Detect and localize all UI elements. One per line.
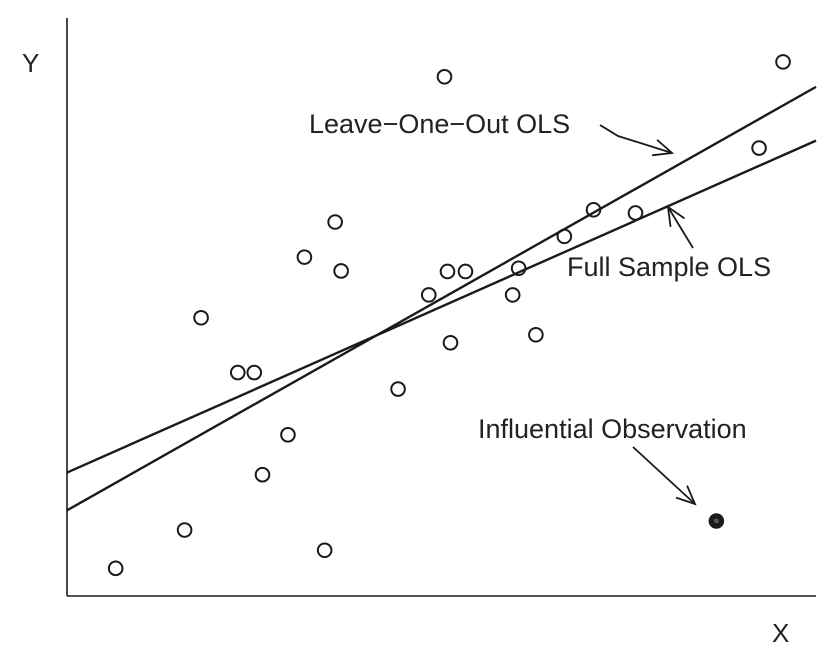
x-axis-label: X (772, 618, 789, 648)
annotations: Leave−One−Out OLS Full Sample OLS Influe… (309, 109, 771, 506)
data-point (176, 522, 193, 538)
data-point (316, 542, 333, 559)
data-point (556, 228, 573, 245)
data-point (254, 466, 271, 483)
data-point (327, 214, 343, 230)
data-point (436, 68, 453, 85)
data-point (775, 54, 791, 70)
leave-one-out-label: Leave−One−Out OLS (309, 109, 570, 139)
data-point (528, 326, 544, 343)
data-point (439, 263, 456, 280)
plot-area (66, 18, 816, 597)
data-point (504, 287, 521, 303)
data-points (107, 54, 791, 577)
data-point (229, 364, 246, 381)
regression-line-full-sample (66, 139, 817, 474)
influential-point-core (713, 518, 719, 524)
data-point (510, 260, 527, 277)
regression-lines (66, 85, 817, 512)
y-axis-label: Y (22, 48, 39, 78)
data-point (246, 364, 263, 381)
data-point (107, 560, 124, 577)
data-point (333, 263, 349, 279)
data-point (420, 287, 437, 303)
data-point (296, 249, 313, 265)
data-point (390, 381, 406, 397)
leave-one-out-arrow (599, 124, 675, 157)
data-point (193, 309, 209, 326)
data-point (751, 140, 767, 156)
full-sample-label: Full Sample OLS (567, 252, 771, 282)
influential-arrow (632, 446, 697, 506)
data-point (627, 205, 644, 221)
data-point (585, 201, 602, 218)
full-sample-arrow (666, 205, 694, 249)
data-point (457, 263, 474, 280)
data-point (280, 427, 296, 443)
influential-label: Influential Observation (478, 414, 747, 444)
data-point (442, 334, 459, 351)
regression-line-leave-one-out (66, 85, 817, 512)
